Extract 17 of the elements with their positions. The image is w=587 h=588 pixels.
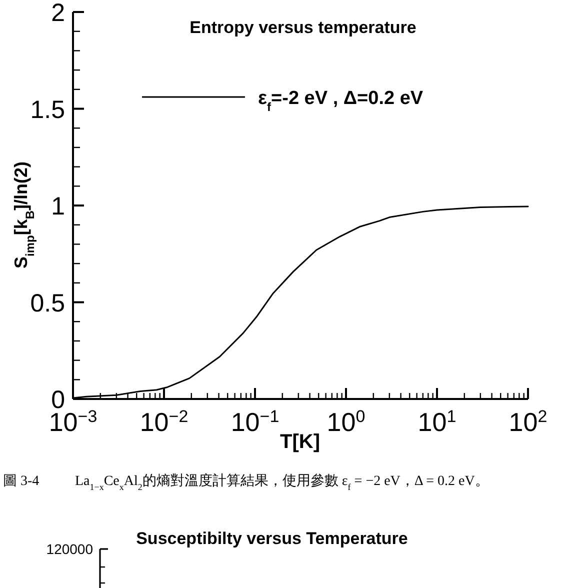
caption: La$_{1−x}$Ce$_{x}$Al$_{2}$的熵對溫度計算結果，使用參數 ε$_{f}$ = −2 eV，Δ = 0.2 eV。 [75, 474, 489, 492]
title: Susceptibilty versus Temperature [136, 529, 408, 548]
caption: 圖 3-4 [3, 474, 40, 489]
x-tick-label: 10$^{−1}$ [230, 406, 280, 437]
x-tick-label: 10$^{2}$ [508, 406, 548, 437]
y-tick-label: 0 [51, 386, 65, 414]
y-tick-label: 2 [51, 0, 65, 27]
y-tick-label: 0.5 [30, 289, 65, 318]
x-axis-title: T[K] [280, 431, 320, 453]
x-tick-label: 10$^{0}$ [326, 406, 366, 437]
annotation: 120000 [46, 541, 93, 557]
y-tick-label: 1 [51, 192, 65, 220]
title: Entropy versus temperature [190, 18, 416, 37]
legend-label: ε$_{f}$=-2 eV , Δ=0.2 eV [258, 88, 424, 114]
y-tick-label: 1.5 [30, 96, 65, 124]
x-tick-label: 10$^{1}$ [418, 406, 456, 437]
x-tick-label: 10$^{−2}$ [140, 406, 188, 437]
